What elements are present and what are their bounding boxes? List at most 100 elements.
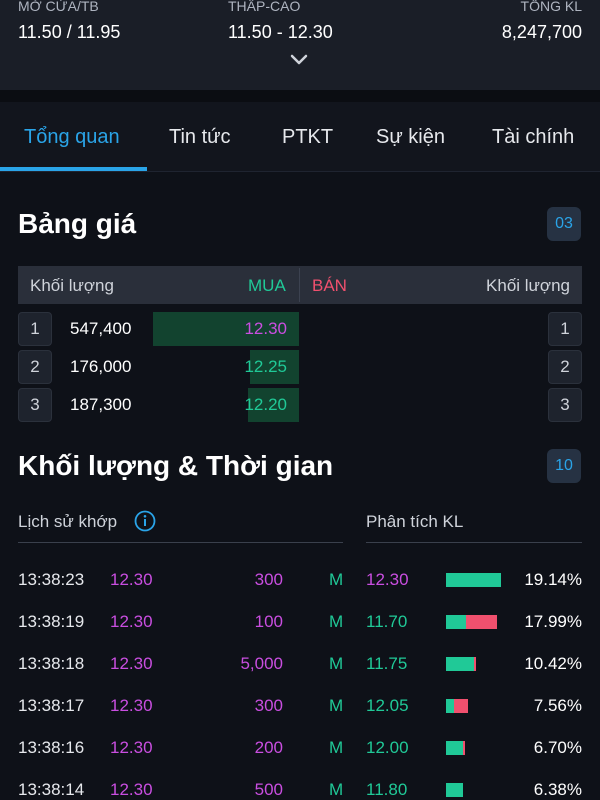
- trade-side: M: [329, 696, 344, 715]
- tab-financials[interactable]: Tài chính: [492, 126, 575, 148]
- sell-level-index: 1: [548, 312, 582, 346]
- volume-time-title: Khối lượng & Thời gian: [18, 450, 334, 481]
- header-divider: [299, 268, 300, 302]
- open-avg-label: MỞ CỬA/TB: [18, 0, 99, 14]
- tab-technical-analysis[interactable]: PTKT: [282, 126, 334, 148]
- tab-overview[interactable]: Tổng quan: [24, 126, 120, 148]
- trade-time: 13:38:14: [18, 780, 85, 799]
- analysis-price: 12.00: [366, 738, 409, 757]
- analysis-price: 11.80: [366, 780, 408, 799]
- analysis-percent: 10.42%: [524, 654, 582, 673]
- sell-header: BÁN: [312, 276, 347, 295]
- buy-level-index: 1: [18, 312, 52, 346]
- trade-time: 13:38:23: [18, 570, 85, 589]
- analysis-percent: 6.70%: [533, 738, 582, 757]
- buy-volume-segment: [446, 573, 501, 587]
- match-history-label: Lịch sử khớp: [18, 512, 118, 531]
- stock-summary-header: MỞ CỬA/TB 11.50 / 11.95 THẤP-CAO 11.50 -…: [0, 0, 600, 90]
- buy-volume-segment: [446, 741, 463, 755]
- buy-depth-bar: [153, 312, 299, 346]
- tab-events[interactable]: Sự kiện: [376, 126, 445, 148]
- trade-time: 13:38:18: [18, 654, 85, 673]
- trade-price: 12.30: [110, 780, 153, 799]
- trade-row[interactable]: 13:38:19 12.30 100 M 11.70 17.99%: [0, 612, 600, 642]
- price-row[interactable]: 1 547,400 12.30 1: [18, 312, 582, 346]
- tab-bar: Tổng quan Tin tức PTKT Sự kiện Tài chính: [0, 102, 600, 172]
- trade-time: 13:38:19: [18, 612, 85, 631]
- analysis-price: 12.30: [366, 570, 409, 589]
- trade-side: M: [329, 570, 344, 589]
- trade-price: 12.30: [110, 570, 153, 589]
- buy-volume-segment: [446, 699, 454, 713]
- analysis-percent: 6.38%: [533, 780, 582, 799]
- low-high-label: THẤP-CAO: [228, 0, 301, 14]
- buy-level-index: 3: [18, 388, 52, 422]
- open-avg-value: 11.50 / 11.95: [18, 22, 121, 42]
- chevron-down-icon[interactable]: [289, 52, 309, 68]
- total-volume-label: TỔNG KL: [520, 0, 582, 14]
- sell-volume-segment: [466, 615, 497, 629]
- trade-price: 12.30: [110, 738, 153, 757]
- buy-price: 12.20: [244, 395, 287, 414]
- analysis-price: 11.70: [366, 612, 408, 631]
- trade-price: 12.30: [110, 654, 153, 673]
- price-row[interactable]: 3 187,300 12.20 3: [18, 388, 582, 422]
- info-icon[interactable]: [134, 510, 156, 532]
- sell-volume-header: Khối lượng: [486, 276, 570, 295]
- buy-depth-bar: [250, 350, 299, 384]
- buy-volume-header: Khối lượng: [30, 276, 114, 295]
- trade-row[interactable]: 13:38:14 12.30 500 M 11.80 6.38%: [0, 780, 600, 800]
- trade-side: M: [329, 612, 344, 631]
- buy-depth-bar: [248, 388, 299, 422]
- analysis-percent: 17.99%: [524, 612, 582, 631]
- price-board-title: Bảng giá: [18, 208, 137, 239]
- trade-side: M: [329, 738, 344, 757]
- sell-volume-segment: [454, 699, 468, 713]
- buy-volume: 176,000: [70, 357, 132, 376]
- trade-volume: 100: [254, 612, 283, 631]
- trade-row[interactable]: 13:38:18 12.30 5,000 M 11.75 10.42%: [0, 654, 600, 684]
- low-high-value: 11.50 - 12.30: [228, 22, 333, 42]
- sell-volume-segment: [463, 741, 465, 755]
- analysis-divider: [366, 542, 582, 543]
- sell-volume-segment: [474, 657, 476, 671]
- trade-row[interactable]: 13:38:16 12.30 200 M 12.00 6.70%: [0, 738, 600, 768]
- trade-volume: 5,000: [240, 654, 283, 673]
- price-board-badge[interactable]: 03: [547, 207, 581, 241]
- trade-row[interactable]: 13:38:17 12.30 300 M 12.05 7.56%: [0, 696, 600, 726]
- trade-volume: 500: [254, 780, 283, 799]
- tab-news[interactable]: Tin tức: [169, 126, 231, 148]
- volume-time-badge[interactable]: 10: [547, 449, 581, 483]
- trade-price: 12.30: [110, 696, 153, 715]
- history-divider: [18, 542, 343, 543]
- analysis-price: 11.75: [366, 654, 408, 673]
- buy-level-index: 2: [18, 350, 52, 384]
- analysis-price: 12.05: [366, 696, 409, 715]
- trade-time: 13:38:16: [18, 738, 85, 757]
- trade-time: 13:38:17: [18, 696, 85, 715]
- price-board-header: Khối lượng MUA BÁN Khối lượng: [18, 266, 582, 304]
- volume-analysis-label: Phân tích KL: [366, 512, 464, 531]
- buy-volume-segment: [446, 615, 466, 629]
- buy-header: MUA: [248, 276, 286, 295]
- trade-row[interactable]: 13:38:23 12.30 300 M 12.30 19.14%: [0, 570, 600, 600]
- trade-volume: 300: [254, 570, 283, 589]
- header-separator: [0, 90, 600, 102]
- trade-side: M: [329, 654, 344, 673]
- trade-volume: 300: [254, 696, 283, 715]
- buy-volume: 187,300: [70, 395, 132, 414]
- trade-volume: 200: [254, 738, 283, 757]
- analysis-percent: 7.56%: [533, 696, 582, 715]
- buy-volume-segment: [446, 657, 474, 671]
- buy-price: 12.25: [244, 357, 287, 376]
- analysis-percent: 19.14%: [524, 570, 582, 589]
- trade-price: 12.30: [110, 612, 153, 631]
- buy-volume-segment: [446, 783, 463, 797]
- total-volume-value: 8,247,700: [501, 22, 582, 42]
- trade-side: M: [329, 780, 344, 799]
- sell-level-index: 3: [548, 388, 582, 422]
- buy-volume: 547,400: [70, 319, 132, 338]
- price-row[interactable]: 2 176,000 12.25 2: [18, 350, 582, 384]
- sell-level-index: 2: [548, 350, 582, 384]
- active-tab-indicator: [0, 167, 147, 171]
